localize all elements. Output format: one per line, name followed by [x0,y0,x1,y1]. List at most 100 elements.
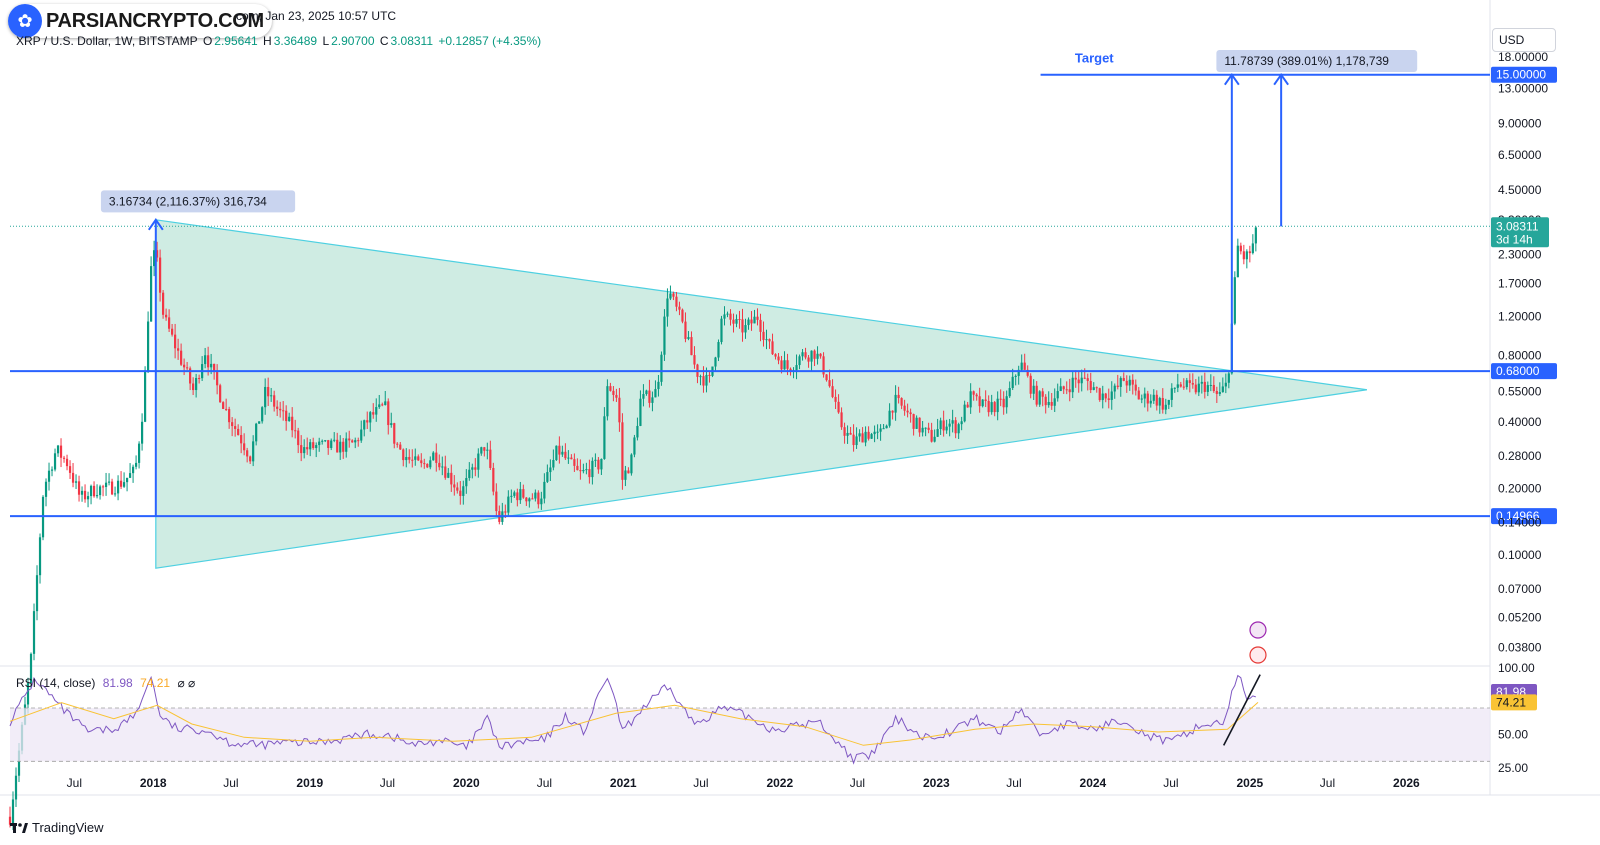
economic-event-icon[interactable] [1249,646,1267,664]
candle-body [1014,375,1017,377]
candle-body [210,363,213,368]
candle-body [174,334,177,349]
candle-body [840,412,843,428]
candle-body [1074,377,1077,380]
candle-body [1029,375,1032,394]
currency-label: USD [1499,33,1525,47]
candle-body [1062,386,1065,390]
candle-body [942,420,945,431]
price-tick-11: 0.40000 [1498,415,1542,429]
candle-body [729,313,732,320]
candle-body [8,816,12,825]
tradingview-brand[interactable]: TradingView [10,820,104,835]
candle-body [237,428,240,436]
candle-body [261,407,264,422]
candle-body [906,410,909,413]
candle-body [246,450,249,457]
rsi-ma-line[interactable] [9,702,1259,746]
candle-body [531,498,534,500]
candle-body [294,430,297,432]
candle-body [1194,384,1197,393]
candle-body [633,437,636,455]
candle-body [1005,396,1008,408]
candle-body [342,441,345,452]
candle-body [786,360,789,369]
candle-body [1143,393,1146,399]
candle-body [864,431,867,443]
candle-body [615,394,618,398]
candle-body [1200,381,1203,384]
time-tick-17: 2026 [1393,776,1420,790]
candle-body [525,497,528,502]
candle-body [462,486,465,496]
candle-body [1188,380,1191,383]
candle-body [110,481,114,495]
candle-body [47,470,51,482]
candle-body [140,421,144,444]
candle-body [204,355,207,365]
candle-body [1203,381,1206,392]
candle-body [507,496,510,513]
price-tick-6: 2.30000 [1498,247,1542,261]
candle-body [558,445,561,455]
candle-body [693,355,696,365]
ohlc-legend[interactable]: XRP / U.S. Dollar, 1W, BITSTAMP O 2.95641… [16,34,543,48]
price-tick-13: 0.20000 [1498,481,1542,495]
candle-body [375,407,378,415]
candle-body [534,492,537,499]
candle-body [149,266,153,322]
candle-body [954,420,957,434]
candle-body [155,250,159,258]
candle-body [396,443,399,445]
candle-body [594,459,597,461]
settings-icon[interactable]: ⌀ [188,676,196,690]
candle-body [128,473,132,478]
candle-body [297,430,300,446]
close-value: 3.08311 [390,34,434,48]
candle-body [684,321,687,339]
high-label: H [263,34,272,48]
candle-body [1035,385,1038,405]
candle-body [68,466,72,473]
candle-body [726,313,729,315]
candle-body [282,410,285,412]
candle-body [738,319,741,321]
candle-body [390,423,393,426]
measure-label-1: 11.78739 (389.01%) 1,178,739 [1224,54,1389,68]
candle-body [165,314,168,318]
candle-body [1152,394,1155,401]
rsi-trendline[interactable] [1222,674,1261,746]
candle-body [852,434,855,446]
candle-body [35,575,39,612]
candle-body [513,492,516,496]
candle-body [360,429,363,441]
eye-icon[interactable]: ⌀ [177,676,185,690]
candle-body [627,470,630,474]
candle-body [1071,377,1074,393]
candle-body [723,314,726,319]
currency-selector[interactable]: USD [1492,28,1556,52]
level-price-label-2: 0.14966 [1496,509,1540,523]
candle-body [435,452,438,463]
candle-body [984,399,987,401]
flash-event-icon[interactable] [1249,621,1267,639]
candle-body [291,416,294,431]
candle-body [660,354,663,382]
candle-body [1116,385,1119,387]
candle-body [116,480,120,494]
symbol-label[interactable]: XRP / U.S. Dollar, 1W, BITSTAMP [16,34,198,48]
candle-body [516,492,519,501]
time-tick-0: Jul [67,776,82,790]
candle-body [1119,378,1122,387]
candle-body [333,439,336,441]
candle-body [1173,387,1176,389]
candle-body [1056,391,1059,399]
candle-body [1050,401,1053,406]
candle-body [234,426,237,429]
candle-body [1122,378,1125,381]
candle-body [1236,245,1239,278]
candle-body [137,443,141,463]
rsi-legend[interactable]: RSI (14, close) 81.98 74.21 ⌀ ⌀ [16,676,195,690]
rsi-line[interactable] [9,674,1256,765]
